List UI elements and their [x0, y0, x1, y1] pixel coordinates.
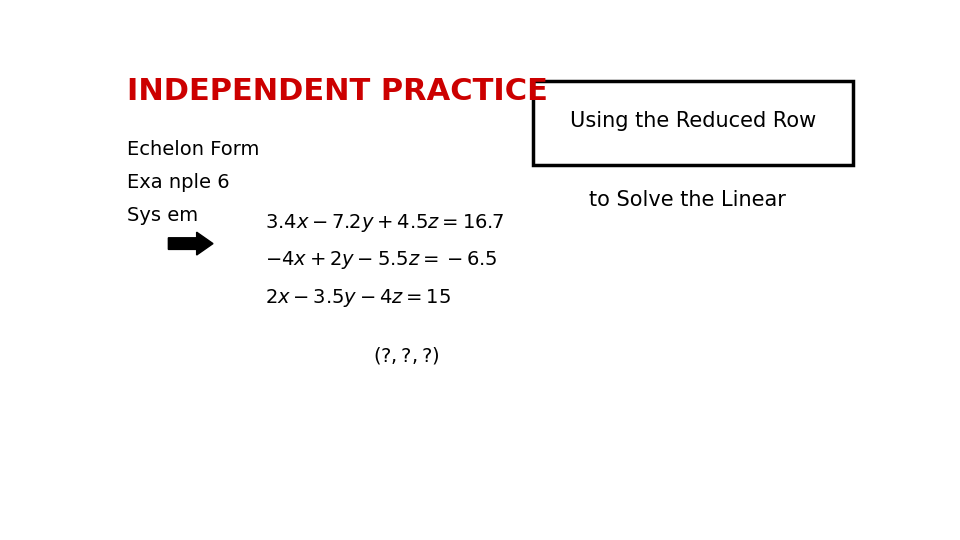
Text: $2x-3.5y-4z=15$: $2x-3.5y-4z=15$	[265, 287, 451, 309]
Text: to Solve the Linear: to Solve the Linear	[588, 190, 785, 210]
FancyBboxPatch shape	[533, 82, 852, 165]
Text: INDEPENDENT PRACTICE: INDEPENDENT PRACTICE	[128, 77, 548, 106]
Text: Using the Reduced Row: Using the Reduced Row	[569, 111, 816, 131]
Text: $3.4x-7.2y+4.5z=16.7$: $3.4x-7.2y+4.5z=16.7$	[265, 212, 504, 234]
Text: Sys em: Sys em	[128, 206, 199, 225]
Text: Echelon Form: Echelon Form	[128, 140, 260, 159]
Text: Exa nple 6: Exa nple 6	[128, 173, 230, 192]
Text: $(?,?,?)$: $(?,?,?)$	[372, 346, 440, 366]
FancyArrow shape	[168, 232, 213, 255]
Text: $-4x+2y-5.5z=-6.5$: $-4x+2y-5.5z=-6.5$	[265, 249, 497, 271]
